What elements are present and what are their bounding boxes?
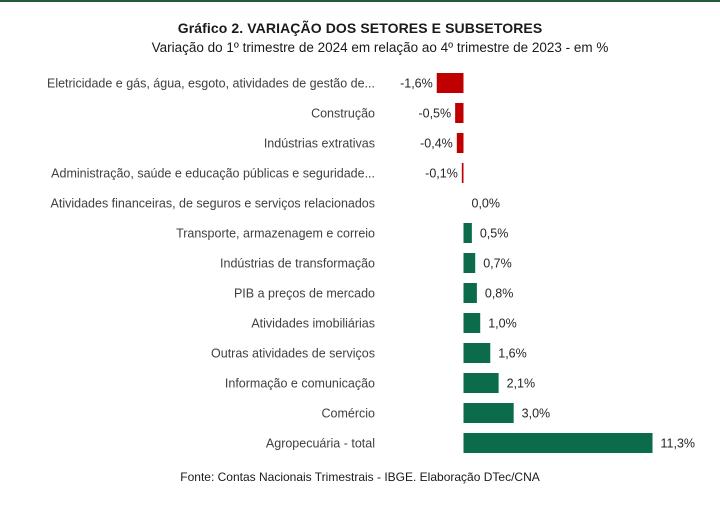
- value-label: 0,7%: [483, 257, 512, 271]
- bar: [436, 73, 464, 93]
- value-label: -0,5%: [418, 107, 451, 121]
- category-label: Atividades financeiras, de seguros e ser…: [51, 197, 375, 211]
- category-label: Transporte, armazenagem e correio: [176, 227, 375, 241]
- category-label: Indústrias extrativas: [264, 137, 375, 151]
- bar: [463, 343, 491, 363]
- bar: [463, 283, 477, 303]
- value-label: 0,5%: [480, 227, 509, 241]
- category-label: Eletricidade e gás, água, esgoto, ativid…: [47, 77, 375, 91]
- value-label: -0,4%: [420, 137, 453, 151]
- chart-subtitle-text: Variação do 1º trimestre de 2024 em rela…: [151, 40, 609, 55]
- source-note: Fonte: Contas Nacionais Trimestrais - IB…: [180, 470, 540, 484]
- value-label: 11,3%: [661, 437, 696, 451]
- bar: [463, 433, 653, 453]
- category-label: Comércio: [322, 407, 376, 421]
- bar: [461, 163, 464, 183]
- value-label: 0,0%: [472, 197, 501, 211]
- chart-title: Gráfico 2. VARIAÇÃO DOS SETORES E SUBSET…: [177, 20, 543, 36]
- category-label: Agropecuária - total: [266, 437, 375, 451]
- category-label: PIB a preços de mercado: [234, 287, 375, 301]
- category-label: Outras atividades de serviços: [211, 347, 375, 361]
- value-label: 3,0%: [522, 407, 551, 421]
- bar-chart: Eletricidade e gás, água, esgoto, ativid…: [47, 73, 696, 453]
- bar: [456, 133, 464, 153]
- value-label: -0,1%: [425, 167, 458, 181]
- bar: [463, 403, 514, 423]
- category-label: Administração, saúde e educação públicas…: [51, 167, 375, 181]
- value-label: 0,8%: [485, 287, 513, 301]
- value-label: 2,1%: [507, 377, 536, 391]
- category-label: Atividades imobiliárias: [251, 317, 375, 331]
- chart-subtitle: Variação do 1º trimestre de 2024 em rela…: [0, 40, 720, 55]
- top-rule: [0, 0, 720, 2]
- category-label: Indústrias de transformação: [220, 257, 375, 271]
- bar: [455, 103, 464, 123]
- bar: [463, 253, 476, 273]
- bar: [463, 223, 472, 243]
- value-label: 1,0%: [488, 317, 517, 331]
- bar: [463, 373, 499, 393]
- category-label: Informação e comunicação: [225, 377, 375, 391]
- bar: [463, 313, 481, 333]
- category-label: Construção: [311, 107, 375, 121]
- value-label: 1,6%: [498, 347, 527, 361]
- value-label: -1,6%: [400, 77, 433, 91]
